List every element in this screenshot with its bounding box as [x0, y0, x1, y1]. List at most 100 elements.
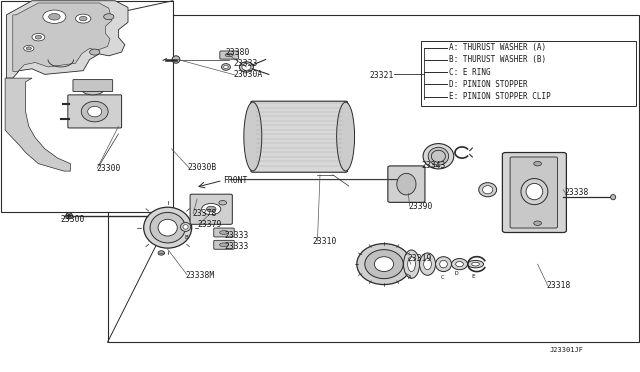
FancyBboxPatch shape — [73, 80, 113, 92]
Circle shape — [90, 49, 100, 55]
FancyBboxPatch shape — [68, 95, 122, 128]
Ellipse shape — [526, 183, 543, 200]
Ellipse shape — [467, 260, 484, 268]
Circle shape — [534, 221, 541, 225]
Circle shape — [104, 14, 114, 20]
Polygon shape — [6, 1, 128, 78]
Text: 23333: 23333 — [224, 242, 248, 251]
FancyBboxPatch shape — [214, 228, 234, 237]
Text: 23030A: 23030A — [234, 70, 263, 79]
Ellipse shape — [88, 106, 102, 117]
Text: J23301JF: J23301JF — [549, 347, 583, 353]
Text: E: PINION STOPPER CLIP: E: PINION STOPPER CLIP — [449, 92, 551, 101]
Text: 23333: 23333 — [224, 231, 248, 240]
Ellipse shape — [456, 262, 463, 267]
Ellipse shape — [472, 262, 479, 266]
Ellipse shape — [408, 257, 415, 272]
Circle shape — [76, 14, 91, 23]
Ellipse shape — [242, 64, 251, 70]
Ellipse shape — [440, 260, 447, 268]
Ellipse shape — [436, 257, 452, 272]
Ellipse shape — [68, 214, 70, 217]
Text: 23333: 23333 — [234, 60, 258, 68]
FancyBboxPatch shape — [220, 51, 239, 59]
Ellipse shape — [337, 102, 355, 171]
Text: FRONT: FRONT — [223, 176, 247, 185]
Bar — [421, 41, 636, 106]
Ellipse shape — [81, 102, 108, 122]
Text: 23343: 23343 — [421, 161, 445, 170]
Ellipse shape — [397, 173, 416, 195]
Ellipse shape — [220, 243, 228, 247]
FancyBboxPatch shape — [510, 157, 557, 228]
Circle shape — [26, 47, 31, 50]
Ellipse shape — [66, 213, 72, 219]
Text: 23338M: 23338M — [186, 271, 215, 280]
Text: D: PINION STOPPER: D: PINION STOPPER — [449, 80, 528, 89]
Text: 23321: 23321 — [370, 71, 394, 80]
Ellipse shape — [423, 144, 454, 169]
Circle shape — [35, 35, 42, 39]
Ellipse shape — [150, 212, 186, 243]
Polygon shape — [13, 3, 112, 71]
Ellipse shape — [452, 259, 467, 270]
Ellipse shape — [404, 250, 420, 278]
Ellipse shape — [365, 250, 403, 279]
Ellipse shape — [479, 183, 497, 197]
Text: E: E — [471, 273, 475, 279]
Text: B: THURUST WASHER (B): B: THURUST WASHER (B) — [449, 55, 547, 64]
Text: 23319: 23319 — [407, 254, 431, 263]
Text: B: B — [184, 235, 188, 240]
Ellipse shape — [221, 64, 230, 70]
Ellipse shape — [183, 225, 188, 229]
Ellipse shape — [611, 195, 616, 200]
Text: C: C — [440, 275, 444, 280]
Text: C: E RING: C: E RING — [449, 68, 491, 77]
Polygon shape — [5, 78, 70, 171]
Text: A: A — [408, 275, 412, 280]
Ellipse shape — [224, 65, 228, 68]
Circle shape — [79, 16, 87, 21]
Text: 23378: 23378 — [192, 209, 216, 218]
Text: A: THURUST WASHER (A): A: THURUST WASHER (A) — [449, 43, 547, 52]
Ellipse shape — [158, 219, 177, 236]
Circle shape — [24, 45, 34, 51]
Ellipse shape — [225, 54, 233, 57]
Text: 23318: 23318 — [547, 281, 571, 290]
Text: D: D — [454, 271, 458, 276]
Text: 23379: 23379 — [197, 220, 221, 229]
FancyBboxPatch shape — [190, 194, 232, 224]
Ellipse shape — [357, 244, 412, 285]
FancyBboxPatch shape — [251, 101, 348, 172]
Ellipse shape — [521, 179, 548, 205]
Ellipse shape — [424, 259, 431, 270]
Circle shape — [219, 201, 227, 205]
Ellipse shape — [180, 222, 191, 231]
Text: 23310: 23310 — [312, 237, 337, 246]
Ellipse shape — [144, 207, 192, 248]
Ellipse shape — [239, 62, 253, 72]
Ellipse shape — [202, 203, 221, 215]
Ellipse shape — [483, 186, 493, 194]
Ellipse shape — [158, 251, 164, 255]
Circle shape — [534, 161, 541, 166]
FancyBboxPatch shape — [214, 240, 234, 249]
Circle shape — [49, 13, 60, 20]
Ellipse shape — [206, 206, 216, 212]
Ellipse shape — [420, 253, 436, 275]
Ellipse shape — [76, 98, 114, 126]
FancyBboxPatch shape — [502, 153, 566, 232]
Text: 23300: 23300 — [60, 215, 84, 224]
Ellipse shape — [220, 231, 228, 234]
Ellipse shape — [172, 56, 180, 63]
FancyBboxPatch shape — [388, 166, 425, 202]
Text: 23390: 23390 — [408, 202, 433, 211]
Text: 23030B: 23030B — [188, 163, 217, 172]
Text: 23300: 23300 — [96, 164, 120, 173]
Ellipse shape — [374, 257, 394, 272]
Circle shape — [32, 33, 45, 41]
Ellipse shape — [244, 102, 262, 171]
Circle shape — [43, 10, 66, 23]
Ellipse shape — [82, 84, 104, 95]
Text: 23338: 23338 — [564, 188, 589, 197]
